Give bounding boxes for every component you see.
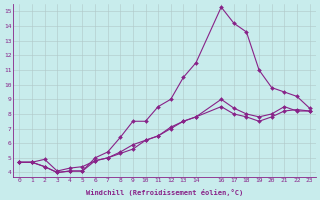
- X-axis label: Windchill (Refroidissement éolien,°C): Windchill (Refroidissement éolien,°C): [86, 189, 243, 196]
